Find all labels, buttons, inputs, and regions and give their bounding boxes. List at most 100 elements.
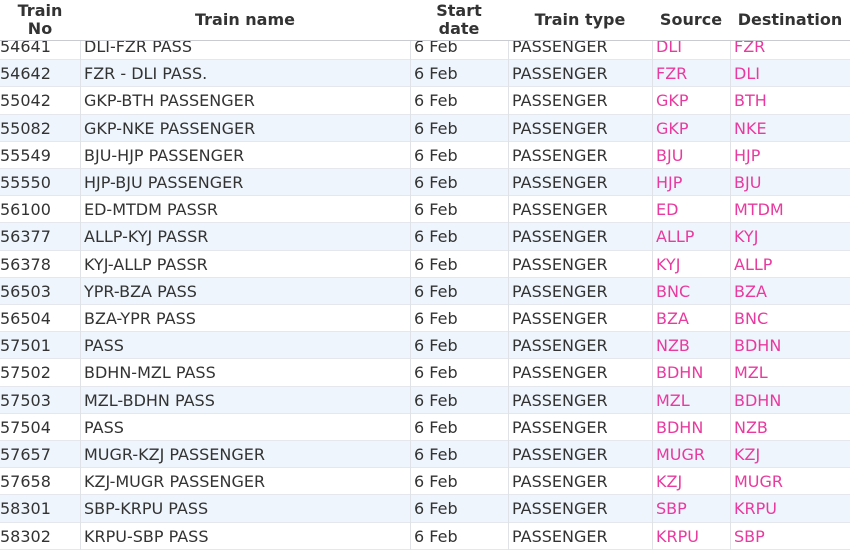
column-header: Destination: [737, 10, 843, 29]
table-cell: KZJ: [656, 472, 683, 492]
table-cell: 55082: [0, 118, 51, 138]
column-header: Train type: [534, 10, 626, 29]
table-cell: HJP-BJU PASSENGER: [84, 173, 244, 193]
table-cell: ED: [656, 200, 679, 220]
table-cell: 57658: [0, 472, 51, 492]
table-cell: PASSENGER: [512, 227, 608, 247]
table-cell: ALLP-KYJ PASSR: [84, 227, 209, 247]
table-cell: PASSENGER: [512, 526, 608, 546]
table-cell: HJP: [656, 173, 683, 193]
table-cell: HJP: [734, 145, 761, 165]
column-header: Start date: [436, 1, 482, 38]
table-cell: PASSENGER: [512, 417, 608, 437]
table-cell: KZJ-MUGR PASSENGER: [84, 472, 266, 492]
table-cell: 58302: [0, 526, 51, 546]
table-cell: KZJ: [734, 445, 761, 465]
table-cell: BNC: [656, 281, 691, 301]
table-cell: MZL-BDHN PASS: [84, 390, 215, 410]
table-cell: KRPU: [656, 526, 699, 546]
column-divider: [410, 0, 411, 550]
table-cell: 6 Feb: [414, 254, 458, 274]
table-cell: 6 Feb: [414, 309, 458, 329]
table-cell: DLI: [734, 64, 760, 84]
table-cell: NZB: [734, 417, 768, 437]
table-cell: BDHN: [656, 363, 704, 383]
column-header: Source: [659, 10, 723, 29]
table-cell: PASSENGER: [512, 37, 608, 57]
column-divider: [730, 0, 731, 550]
table-cell: ALLP: [734, 254, 773, 274]
table-cell: FZR: [734, 37, 766, 57]
table-cell: BJU: [734, 173, 762, 193]
table-cell: BDHN: [734, 390, 782, 410]
table-cell: 56378: [0, 254, 51, 274]
table-cell: PASSENGER: [512, 64, 608, 84]
table-cell: 56503: [0, 281, 51, 301]
table-row: [0, 169, 850, 197]
table-cell: BDHN: [734, 336, 782, 356]
table-cell: PASSENGER: [512, 281, 608, 301]
table-cell: BZA-YPR PASS: [84, 309, 196, 329]
table-cell: MZL: [734, 363, 768, 383]
table-cell: BZA: [734, 281, 767, 301]
table-cell: NZB: [656, 336, 690, 356]
table-cell: PASSENGER: [512, 145, 608, 165]
table-row: [0, 332, 850, 360]
table-cell: GKP: [656, 118, 689, 138]
table-cell: 6 Feb: [414, 336, 458, 356]
table-cell: 56504: [0, 309, 51, 329]
table-cell: PASSENGER: [512, 390, 608, 410]
table-cell: 58301: [0, 499, 51, 519]
table-row: [0, 277, 850, 305]
table-cell: MUGR: [656, 445, 706, 465]
table-row: [0, 196, 850, 224]
table-cell: 6 Feb: [414, 390, 458, 410]
table-cell: ED-MTDM PASSR: [84, 200, 218, 220]
table-cell: SBP: [734, 526, 765, 546]
table-cell: 57657: [0, 445, 51, 465]
column-divider: [652, 0, 653, 550]
table-cell: KRPU-SBP PASS: [84, 526, 209, 546]
table-cell: ALLP: [656, 227, 695, 247]
table-cell: PASS: [84, 417, 124, 437]
column-header: Train name: [195, 10, 295, 29]
table-cell: KRPU: [734, 499, 777, 519]
table-cell: 6 Feb: [414, 145, 458, 165]
table-cell: PASSENGER: [512, 363, 608, 383]
table-cell: PASSENGER: [512, 499, 608, 519]
table-cell: 6 Feb: [414, 118, 458, 138]
table-cell: 6 Feb: [414, 526, 458, 546]
table-cell: PASSENGER: [512, 336, 608, 356]
table-cell: 55042: [0, 91, 51, 111]
table-cell: PASSENGER: [512, 309, 608, 329]
table-cell: MUGR-KZJ PASSENGER: [84, 445, 265, 465]
table-cell: 6 Feb: [414, 91, 458, 111]
table-cell: 6 Feb: [414, 417, 458, 437]
table-cell: 6 Feb: [414, 173, 458, 193]
table-cell: KYJ: [734, 227, 759, 247]
table-cell: 54642: [0, 64, 51, 84]
table-cell: GKP: [656, 91, 689, 111]
table-cell: BJU: [656, 145, 684, 165]
table-cell: 56377: [0, 227, 51, 247]
table-cell: PASSENGER: [512, 445, 608, 465]
table-cell: NKE: [734, 118, 767, 138]
table-cell: PASSENGER: [512, 200, 608, 220]
table-row: [0, 495, 850, 523]
table-cell: GKP-BTH PASSENGER: [84, 91, 255, 111]
table-cell: PASSENGER: [512, 118, 608, 138]
table-cell: 6 Feb: [414, 499, 458, 519]
table-cell: MZL: [656, 390, 690, 410]
table-cell: 54641: [0, 37, 51, 57]
table-row: [0, 468, 850, 496]
table-cell: BTH: [734, 91, 767, 111]
table-cell: FZR - DLI PASS.: [84, 64, 208, 84]
table-cell: 6 Feb: [414, 64, 458, 84]
table-cell: 6 Feb: [414, 445, 458, 465]
table-cell: 55550: [0, 173, 51, 193]
column-divider: [80, 0, 81, 550]
table-row: [0, 305, 850, 333]
table-cell: FZR: [656, 64, 688, 84]
table-row: [0, 114, 850, 142]
